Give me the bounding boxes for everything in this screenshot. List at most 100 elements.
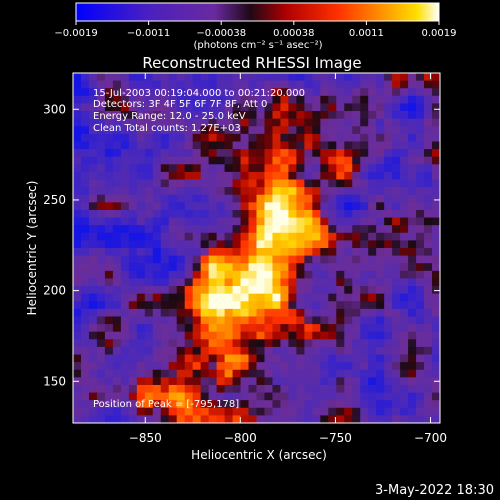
heatmap-cell <box>160 111 170 120</box>
heatmap-cell <box>248 339 258 348</box>
heatmap-cell <box>328 308 337 318</box>
heatmap-cell <box>384 354 393 363</box>
heatmap-cell <box>192 308 202 318</box>
heatmap-cell <box>416 324 425 333</box>
heatmap-cell <box>88 133 98 143</box>
heatmap-cell <box>224 324 234 333</box>
heatmap-cell <box>120 118 130 127</box>
heatmap-cell <box>256 133 266 143</box>
heatmap-cell <box>73 407 82 416</box>
heatmap-cell <box>352 270 361 280</box>
heatmap-cell <box>96 111 106 120</box>
heatmap-cell <box>128 270 138 280</box>
heatmap-cell <box>304 362 313 371</box>
heatmap-cell <box>304 248 313 257</box>
heatmap-cell <box>296 73 305 82</box>
heatmap-cell <box>168 95 178 105</box>
heatmap-cell <box>336 346 345 356</box>
heatmap-cell <box>136 392 146 401</box>
heatmap-cell <box>192 362 202 371</box>
heatmap-cell <box>184 80 194 89</box>
heatmap-cell <box>344 126 353 135</box>
heatmap-cell <box>384 240 393 249</box>
heatmap-cell <box>256 232 266 241</box>
heatmap-cell <box>232 278 242 287</box>
heatmap-cell <box>336 369 345 378</box>
heatmap-cell <box>360 111 369 120</box>
heatmap-cell <box>192 339 202 348</box>
heatmap-cell <box>232 384 242 394</box>
heatmap-cell <box>208 171 218 181</box>
heatmap-cell <box>408 133 417 143</box>
heatmap-cell <box>408 286 417 295</box>
heatmap-cell <box>136 248 146 257</box>
heatmap-cell <box>184 202 194 211</box>
heatmap-cell <box>152 324 162 333</box>
heatmap-cell <box>360 339 369 348</box>
heatmap-cell <box>80 232 90 241</box>
heatmap-cell <box>160 225 170 234</box>
heatmap-cell <box>376 346 385 356</box>
heatmap-cell <box>136 209 146 219</box>
heatmap-cell <box>272 88 282 97</box>
heatmap-cell <box>368 400 377 409</box>
heatmap-cell <box>432 225 440 234</box>
heatmap-cell <box>144 392 154 401</box>
heatmap-cell <box>184 407 194 416</box>
heatmap-cell <box>424 240 433 249</box>
heatmap-cell <box>160 187 170 196</box>
heatmap-cell <box>328 415 337 423</box>
heatmap-cell <box>168 400 178 409</box>
heatmap-cell <box>424 407 433 416</box>
heatmap-cell <box>280 202 290 211</box>
heatmap-cell <box>304 255 313 264</box>
heatmap-cell <box>240 354 250 363</box>
heatmap-cell <box>344 209 353 219</box>
heatmap-cell <box>120 240 130 249</box>
heatmap-cell <box>352 362 361 371</box>
heatmap-cell <box>144 377 154 386</box>
heatmap-cell <box>224 255 234 264</box>
heatmap-cell <box>432 95 440 105</box>
heatmap-cell <box>248 400 258 409</box>
heatmap-cell <box>296 156 305 165</box>
heatmap-cell <box>328 95 337 105</box>
heatmap-cell <box>360 384 369 394</box>
heatmap-cell <box>120 407 130 416</box>
heatmap-cell <box>312 194 321 203</box>
heatmap-cell <box>400 141 409 150</box>
heatmap-cell <box>144 354 154 363</box>
heatmap-cell <box>168 80 178 89</box>
heatmap-cell <box>400 369 409 378</box>
heatmap-cell <box>312 209 321 219</box>
heatmap-cell <box>384 415 393 423</box>
heatmap-cell <box>136 103 146 112</box>
heatmap-cell <box>73 255 82 264</box>
heatmap-cell <box>320 118 329 127</box>
heatmap-cell <box>248 407 258 416</box>
heatmap-cell <box>176 171 186 181</box>
heatmap-cell <box>88 400 98 409</box>
heatmap-cell <box>73 73 82 82</box>
heatmap-cell <box>232 217 242 226</box>
heatmap-cell <box>80 286 90 295</box>
heatmap-cell <box>432 179 440 188</box>
heatmap-cell <box>280 95 290 105</box>
heatmap-cell <box>376 331 385 340</box>
heatmap-cell <box>208 293 218 302</box>
heatmap-cell <box>400 179 409 188</box>
heatmap-cell <box>304 187 313 196</box>
heatmap-cell <box>216 126 226 135</box>
heatmap-cell <box>304 133 313 143</box>
heatmap-cell <box>432 400 440 409</box>
heatmap-cell <box>224 316 234 325</box>
heatmap-cell <box>384 111 393 120</box>
heatmap-cell <box>176 324 186 333</box>
heatmap-cell <box>208 133 218 143</box>
heatmap-cell <box>296 126 305 135</box>
heatmap-cell <box>280 194 290 203</box>
heatmap-cell <box>256 369 266 378</box>
heatmap-cell <box>112 209 122 219</box>
heatmap-cell <box>104 217 114 226</box>
heatmap-cell <box>296 392 305 401</box>
